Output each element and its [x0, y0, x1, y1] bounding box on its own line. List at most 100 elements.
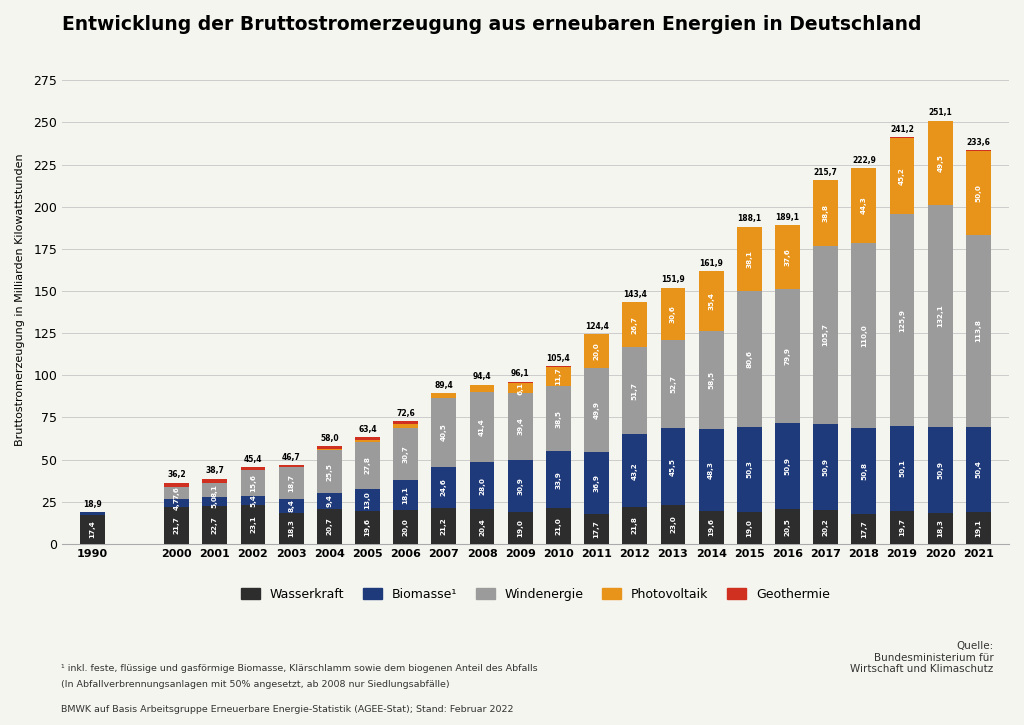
Bar	[698, 511, 724, 544]
Text: 30,7: 30,7	[402, 445, 409, 463]
Text: ¹ inkl. feste, flüssige und gasförmige Biomasse, Klärschlamm sowie dem biogenen : ¹ inkl. feste, flüssige und gasförmige B…	[61, 663, 538, 673]
Bar	[737, 227, 762, 291]
Bar	[623, 434, 647, 507]
Bar	[737, 291, 762, 427]
Bar	[813, 181, 838, 246]
Bar	[966, 151, 991, 235]
Text: 38,5: 38,5	[555, 410, 561, 428]
Text: 51,7: 51,7	[632, 382, 638, 399]
Text: 20,4: 20,4	[479, 518, 485, 536]
Text: 36,2: 36,2	[167, 471, 186, 479]
Bar	[431, 393, 457, 398]
Text: 40,5: 40,5	[441, 423, 446, 442]
Text: 24,6: 24,6	[441, 478, 446, 497]
Bar	[431, 398, 457, 467]
Text: 49,5: 49,5	[937, 154, 943, 172]
Bar	[737, 427, 762, 512]
Text: (In Abfallverbrennungsanlagen mit 50% angesetzt, ab 2008 nur Siedlungsabfälle): (In Abfallverbrennungsanlagen mit 50% an…	[61, 680, 451, 689]
Text: 30,6: 30,6	[670, 304, 676, 323]
Text: Entwicklung der Bruttostromerzeugung aus erneubaren Energien in Deutschland: Entwicklung der Bruttostromerzeugung aus…	[62, 15, 922, 34]
Bar	[660, 288, 685, 339]
Bar	[317, 446, 342, 449]
Text: 38,7: 38,7	[206, 466, 224, 476]
Bar	[890, 214, 914, 426]
Text: 6,1: 6,1	[517, 382, 523, 394]
Bar	[928, 427, 952, 513]
Text: 17,7: 17,7	[861, 520, 867, 538]
Bar	[241, 470, 265, 496]
Bar	[966, 512, 991, 544]
Bar	[279, 468, 303, 499]
Text: 25,5: 25,5	[327, 463, 333, 481]
Legend: Wasserkraft, Biomasse¹, Windenergie, Photovoltaik, Geothermie: Wasserkraft, Biomasse¹, Windenergie, Pho…	[237, 583, 835, 606]
Text: 19,1: 19,1	[976, 519, 981, 536]
Text: 96,1: 96,1	[511, 370, 529, 378]
Bar	[203, 497, 227, 505]
Bar	[546, 367, 570, 386]
Text: 251,1: 251,1	[929, 108, 952, 117]
Bar	[317, 450, 342, 493]
Bar	[80, 515, 105, 544]
Text: 50,8: 50,8	[861, 463, 867, 480]
Bar	[852, 243, 877, 428]
Text: 8,4: 8,4	[288, 500, 294, 513]
Bar	[164, 483, 189, 486]
Bar	[813, 510, 838, 544]
Text: 5,0: 5,0	[212, 495, 218, 507]
Text: 41,4: 41,4	[479, 418, 485, 436]
Bar	[546, 508, 570, 544]
Bar	[813, 246, 838, 424]
Text: 79,9: 79,9	[784, 347, 791, 365]
Text: 50,9: 50,9	[937, 461, 943, 479]
Text: 20,0: 20,0	[594, 342, 600, 360]
Bar	[508, 460, 532, 512]
Text: 50,4: 50,4	[976, 460, 981, 478]
Bar	[470, 463, 495, 510]
Bar	[355, 437, 380, 440]
Bar	[890, 510, 914, 544]
Text: 45,2: 45,2	[899, 167, 905, 185]
Bar	[852, 428, 877, 514]
Text: 20,2: 20,2	[822, 518, 828, 536]
Text: 72,6: 72,6	[396, 409, 415, 418]
Text: 215,7: 215,7	[814, 168, 838, 177]
Text: 21,7: 21,7	[174, 517, 179, 534]
Text: 20,5: 20,5	[784, 518, 791, 536]
Bar	[660, 505, 685, 544]
Bar	[203, 478, 227, 484]
Bar	[470, 510, 495, 544]
Text: Quelle:
Bundesministerium für
Wirtschaft und Klimaschutz: Quelle: Bundesministerium für Wirtschaft…	[850, 641, 993, 674]
Text: 18,3: 18,3	[288, 520, 294, 537]
Text: 33,9: 33,9	[555, 471, 561, 489]
Bar	[279, 499, 303, 513]
Bar	[775, 509, 800, 544]
Bar	[585, 452, 609, 514]
Text: 105,4: 105,4	[547, 354, 570, 362]
Text: 23,1: 23,1	[250, 515, 256, 534]
Bar	[279, 513, 303, 544]
Text: 222,9: 222,9	[852, 156, 876, 165]
Bar	[317, 449, 342, 450]
Bar	[546, 451, 570, 508]
Bar	[279, 465, 303, 468]
Bar	[623, 347, 647, 434]
Text: 46,7: 46,7	[282, 452, 300, 462]
Bar	[928, 204, 952, 427]
Bar	[585, 514, 609, 544]
Bar	[890, 426, 914, 510]
Text: 28,0: 28,0	[479, 477, 485, 494]
Bar	[355, 489, 380, 511]
Bar	[80, 512, 105, 515]
Text: 188,1: 188,1	[737, 215, 762, 223]
Bar	[393, 510, 418, 544]
Text: 19,6: 19,6	[365, 518, 371, 536]
Text: 38,8: 38,8	[822, 204, 828, 222]
Text: 58,5: 58,5	[709, 371, 714, 389]
Text: 21,2: 21,2	[441, 517, 446, 535]
Text: 23,0: 23,0	[670, 515, 676, 534]
Text: 105,7: 105,7	[822, 323, 828, 347]
Text: 43,2: 43,2	[632, 462, 638, 479]
Bar	[813, 424, 838, 510]
Text: 63,4: 63,4	[358, 425, 377, 434]
Text: 19,0: 19,0	[517, 519, 523, 536]
